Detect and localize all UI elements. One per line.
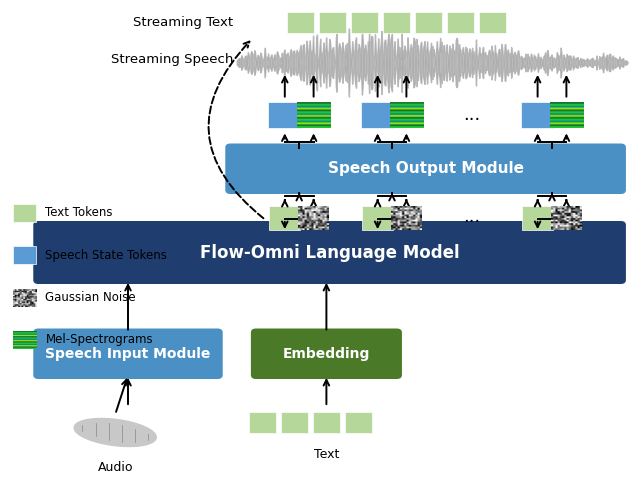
FancyBboxPatch shape bbox=[361, 102, 394, 128]
FancyBboxPatch shape bbox=[33, 328, 223, 379]
Polygon shape bbox=[74, 418, 156, 446]
Text: ...: ... bbox=[463, 208, 481, 226]
FancyBboxPatch shape bbox=[522, 206, 553, 230]
FancyBboxPatch shape bbox=[269, 206, 300, 230]
Text: Audio: Audio bbox=[97, 461, 133, 474]
FancyBboxPatch shape bbox=[33, 221, 626, 284]
FancyBboxPatch shape bbox=[415, 12, 442, 33]
Text: Speech Input Module: Speech Input Module bbox=[45, 347, 211, 361]
Text: Flow-Omni Language Model: Flow-Omni Language Model bbox=[200, 244, 460, 262]
Text: Streaming Speech: Streaming Speech bbox=[111, 54, 234, 66]
Text: ...: ... bbox=[463, 106, 481, 124]
FancyBboxPatch shape bbox=[313, 412, 340, 433]
FancyBboxPatch shape bbox=[383, 12, 410, 33]
Text: Mel-Spectrograms: Mel-Spectrograms bbox=[45, 334, 153, 346]
FancyBboxPatch shape bbox=[521, 102, 554, 128]
Text: Embedding: Embedding bbox=[283, 347, 370, 361]
FancyBboxPatch shape bbox=[281, 412, 308, 433]
FancyBboxPatch shape bbox=[13, 246, 36, 264]
Text: Speech State Tokens: Speech State Tokens bbox=[45, 248, 167, 262]
Text: Streaming Text: Streaming Text bbox=[134, 16, 234, 29]
Text: Gaussian Noise: Gaussian Noise bbox=[45, 291, 136, 304]
Text: Text Tokens: Text Tokens bbox=[45, 206, 113, 219]
FancyBboxPatch shape bbox=[225, 144, 626, 194]
FancyBboxPatch shape bbox=[249, 412, 276, 433]
FancyBboxPatch shape bbox=[345, 412, 372, 433]
Text: Speech Output Module: Speech Output Module bbox=[328, 161, 524, 176]
FancyBboxPatch shape bbox=[251, 328, 402, 379]
FancyBboxPatch shape bbox=[13, 204, 36, 222]
FancyBboxPatch shape bbox=[479, 12, 506, 33]
FancyBboxPatch shape bbox=[319, 12, 346, 33]
FancyBboxPatch shape bbox=[287, 12, 314, 33]
FancyBboxPatch shape bbox=[362, 206, 393, 230]
FancyBboxPatch shape bbox=[351, 12, 378, 33]
FancyArrowPatch shape bbox=[209, 42, 264, 218]
Text: Text: Text bbox=[314, 448, 339, 462]
FancyBboxPatch shape bbox=[447, 12, 474, 33]
FancyBboxPatch shape bbox=[268, 102, 301, 128]
